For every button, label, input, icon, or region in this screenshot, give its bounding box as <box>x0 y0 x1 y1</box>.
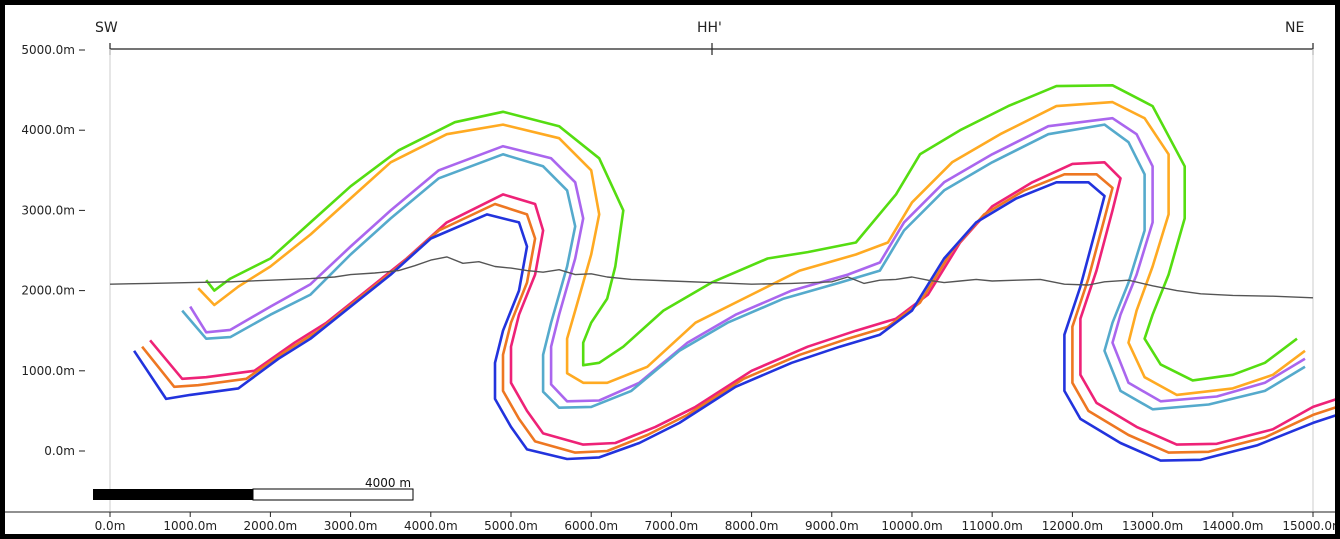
section-label-ne: NE <box>1285 20 1304 36</box>
cross-section-chart: SW HH' NE 0.0m 1000.0m 2000.0m 3000.0m 4000.… <box>5 5 1335 534</box>
x-tick-label: 1000.0m <box>163 519 217 533</box>
horizon-line-2 <box>197 100 1306 397</box>
x-tick-label: 8000.0m <box>725 519 779 533</box>
horizon-line-7 <box>133 181 1335 462</box>
x-axis-ticks: 0.0m 1000.0m 2000.0m 3000.0m 4000.0m 5000.0m 6… <box>95 512 1335 533</box>
x-tick-label: 2000.0m <box>244 519 298 533</box>
y-tick-label: 0.0m <box>44 444 75 458</box>
scale-bar-label: 4000 m <box>365 476 411 490</box>
plot-background <box>5 5 1335 534</box>
x-tick-label: 9000.0m <box>805 519 859 533</box>
topography-line <box>109 256 1314 299</box>
y-tick-label: 2000.0m <box>21 284 75 298</box>
x-tick-label: 5000.0m <box>484 519 538 533</box>
section-label-hh: HH' <box>697 20 722 36</box>
x-tick-label: 12000.0m <box>1042 519 1103 533</box>
x-tick-label: 11000.0m <box>962 519 1023 533</box>
scale-bar-white <box>252 488 414 501</box>
x-tick-label: 0.0m <box>95 519 126 533</box>
horizon-lines <box>109 84 1335 462</box>
x-tick-label: 13000.0m <box>1122 519 1183 533</box>
x-tick-label: 3000.0m <box>324 519 378 533</box>
horizon-line-4 <box>181 123 1306 411</box>
scale-bar-black <box>93 489 253 500</box>
y-tick-label: 5000.0m <box>21 43 75 57</box>
horizon-line-3 <box>189 116 1306 403</box>
x-tick-label: 4000.0m <box>404 519 458 533</box>
x-tick-label: 15000.0m <box>1282 519 1335 533</box>
y-axis-ticks: 0.0m 1000.0m 2000.0m 3000.0m 4000.0m 5000.0m <box>21 43 85 458</box>
x-tick-label: 7000.0m <box>645 519 699 533</box>
scale-bar: 4000 m <box>93 476 414 501</box>
y-tick-label: 4000.0m <box>21 123 75 137</box>
x-tick-label: 14000.0m <box>1202 519 1263 533</box>
x-tick-label: 6000.0m <box>564 519 618 533</box>
y-tick-label: 1000.0m <box>21 364 75 378</box>
y-tick-label: 3000.0m <box>21 203 75 217</box>
section-label-sw: SW <box>95 20 118 36</box>
x-tick-label: 10000.0m <box>881 519 942 533</box>
